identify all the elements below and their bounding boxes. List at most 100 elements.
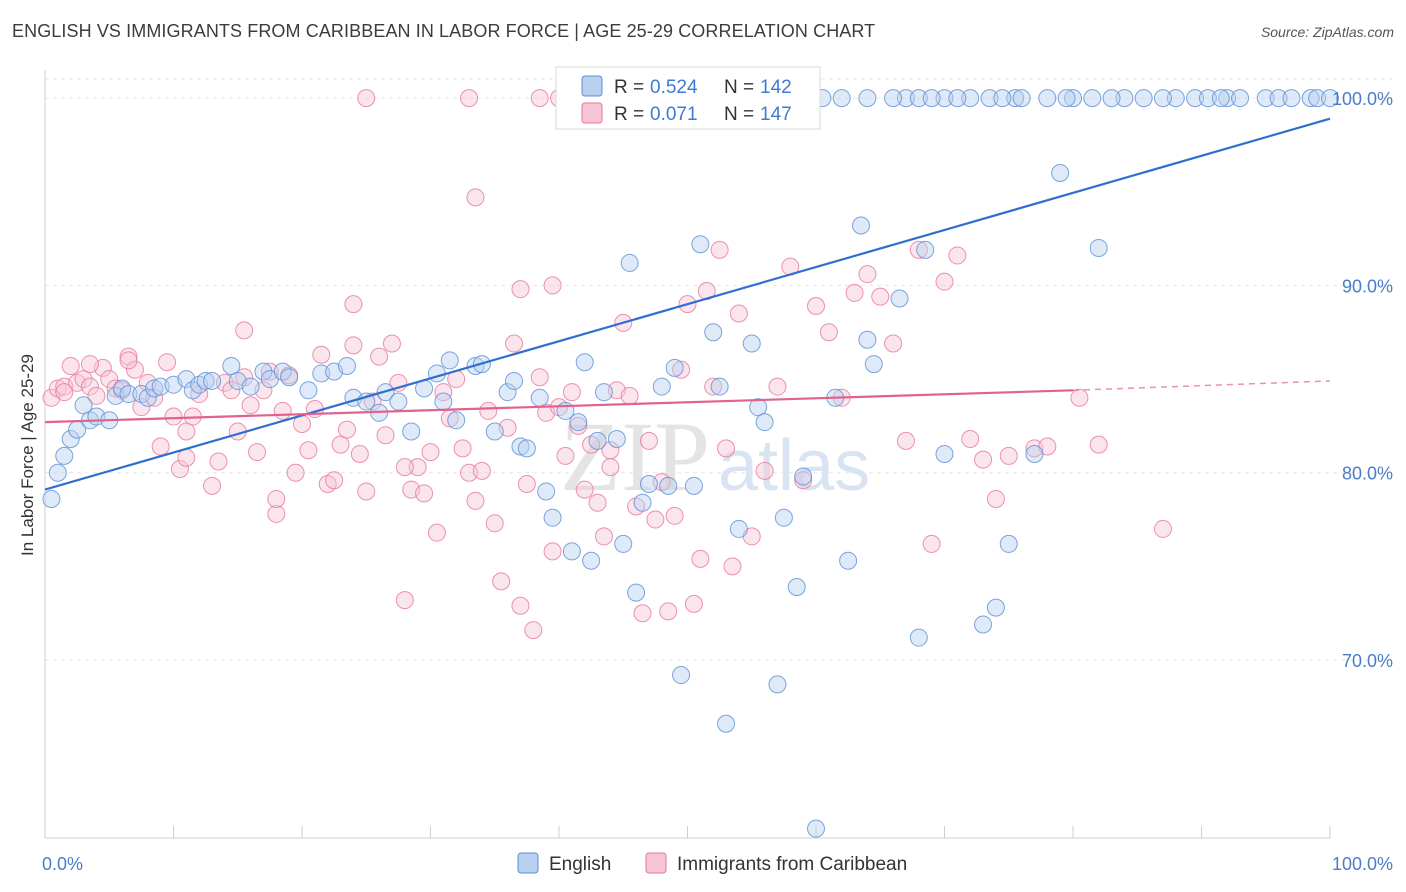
caribbean-point [511, 596, 530, 615]
english-point [1282, 89, 1301, 108]
english-point [575, 353, 594, 372]
english-point [511, 437, 530, 456]
caribbean-point [395, 591, 414, 610]
caribbean-point [170, 459, 189, 478]
english-point [961, 89, 980, 108]
caribbean-point [485, 514, 504, 533]
x-tick-labels: 0.0% 100.0% [42, 854, 1393, 874]
english-point [986, 598, 1005, 617]
english-r-label: R = [614, 77, 644, 98]
english-point [639, 474, 658, 493]
english-point [922, 89, 941, 108]
caribbean-point [299, 441, 318, 460]
caribbean-point [312, 345, 331, 364]
english-point [55, 446, 74, 465]
english-point [1025, 445, 1044, 463]
english-point [787, 577, 806, 596]
english-point [254, 362, 273, 381]
english-point [993, 89, 1012, 108]
english-point [627, 583, 646, 602]
caribbean-point [794, 471, 813, 490]
english-point [672, 666, 691, 685]
english-n-label: N = [724, 77, 754, 98]
english-point [222, 356, 241, 375]
legend-english-label: English [549, 854, 611, 875]
caribbean-point [395, 458, 414, 477]
english-point [562, 542, 581, 561]
english-point [896, 89, 915, 108]
english-point [607, 430, 626, 449]
caribbean-point [524, 621, 543, 640]
caribbean-point [119, 347, 138, 366]
caribbean-point [466, 188, 485, 207]
caribbean-point [267, 489, 286, 508]
caribbean-point [896, 431, 915, 450]
caribbean-point [588, 493, 607, 512]
english-point [1038, 89, 1057, 108]
caribbean-point [935, 272, 954, 291]
caribbean-point [119, 351, 138, 370]
caribbean-point [55, 383, 74, 402]
english-point [485, 422, 504, 441]
english-n-value: 142 [760, 77, 792, 98]
caribbean-point [100, 370, 119, 389]
caribbean-point [337, 420, 356, 439]
caribbean-point [575, 480, 594, 499]
caribbean-point [633, 604, 652, 623]
english-point [858, 330, 877, 349]
english-point [614, 534, 633, 553]
caribbean-r-value: 0.071 [650, 104, 698, 125]
caribbean-point [819, 323, 838, 342]
caribbean-trend-line [44, 389, 1074, 424]
english-point [839, 551, 858, 570]
caribbean-point [248, 443, 267, 462]
caribbean-point [209, 452, 228, 471]
english-point [119, 385, 138, 404]
legend-caribbean-label: Immigrants from Caribbean [677, 854, 907, 875]
english-point [884, 89, 903, 108]
caribbean-point [357, 89, 376, 108]
x-tick-label-start: 0.0% [42, 854, 83, 874]
caribbean-trend-extension [1072, 380, 1331, 392]
caribbean-point [974, 450, 993, 469]
caribbean-point [427, 523, 446, 542]
caribbean-point [235, 321, 254, 340]
english-point [74, 396, 93, 415]
english-point [729, 519, 748, 538]
caribbean-point [370, 347, 389, 366]
caribbean-point [601, 441, 620, 460]
english-point [1321, 89, 1339, 108]
watermark-atlas: atlas [718, 426, 870, 506]
english-point [337, 356, 356, 375]
english-point [935, 89, 954, 108]
caribbean-point [479, 401, 498, 420]
caribbean-swatch [581, 102, 603, 124]
caribbean-point [177, 422, 196, 441]
english-point [768, 675, 787, 694]
english-point [241, 377, 260, 396]
chart-title: ENGLISH VS IMMIGRANTS FROM CARIBBEAN IN … [12, 21, 876, 41]
caribbean-point [408, 458, 427, 477]
english-point [864, 355, 883, 374]
english-point [948, 89, 967, 108]
english-point [858, 89, 877, 108]
english-point [704, 323, 723, 342]
english-point [794, 467, 813, 486]
english-point [916, 240, 935, 259]
english-point [582, 551, 601, 570]
caribbean-point [241, 396, 260, 415]
caribbean-point [158, 353, 177, 372]
caribbean-r-label: R = [614, 104, 644, 125]
caribbean-point [260, 362, 279, 381]
english-point [742, 334, 761, 353]
english-point [389, 392, 408, 411]
source-credit: Source: ZipAtlas.com [1260, 24, 1394, 40]
english-point [1308, 89, 1327, 108]
caribbean-point [453, 439, 472, 458]
watermark-zip: ZIP [560, 401, 710, 512]
caribbean-point [858, 265, 877, 284]
english-point [61, 430, 80, 449]
caribbean-point [421, 443, 440, 462]
caribbean-point [704, 377, 723, 396]
